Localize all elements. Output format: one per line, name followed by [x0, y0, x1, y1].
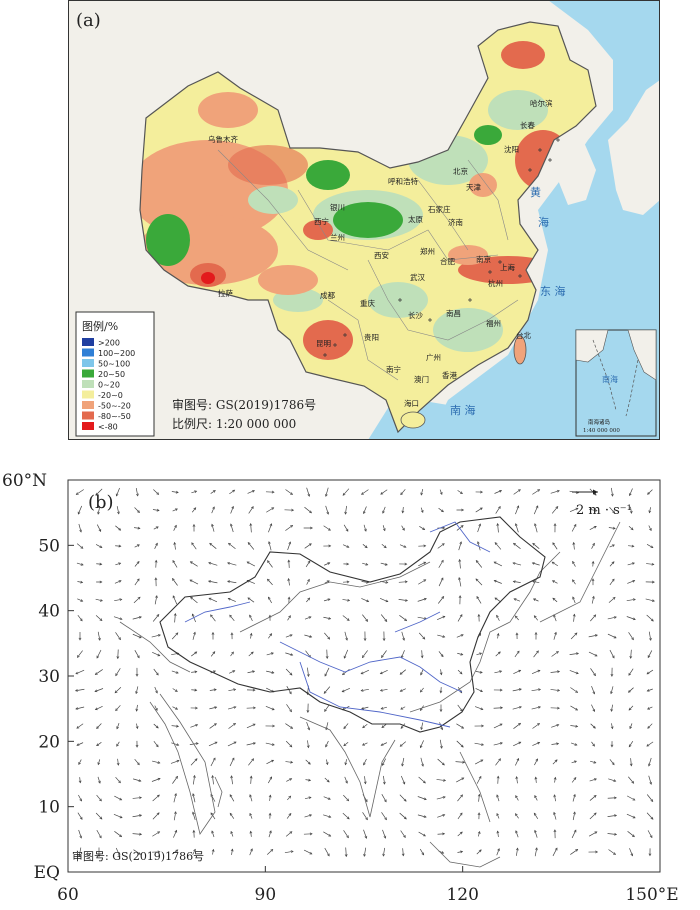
- legend-swatch: [82, 391, 94, 399]
- city-label: 南京: [476, 254, 491, 264]
- map-b-approval-number: 审图号: GS(2019)1786号: [72, 849, 204, 863]
- city-label: 杭州: [488, 278, 503, 288]
- legend-label: >200: [98, 339, 120, 348]
- city-label: 武汉: [410, 272, 425, 282]
- panel-a-label: (a): [76, 10, 101, 31]
- city-label: 银川: [330, 203, 345, 212]
- reference-vector-label: 2 m · s⁻¹: [576, 503, 632, 518]
- legend-label: -20~0: [98, 391, 123, 400]
- y-tick-label: 60°N: [2, 471, 47, 491]
- hainan: [401, 412, 425, 428]
- x-tick-label: 120: [446, 885, 478, 905]
- legend-swatch: [82, 422, 94, 430]
- city-label: 郑州: [420, 246, 435, 256]
- legend-label: 50~100: [98, 360, 130, 369]
- city-label: 南昌: [446, 308, 461, 318]
- inset-scale: 1:40 000 000: [583, 428, 620, 434]
- sea-label-south: 南 海: [450, 403, 476, 417]
- wind-vector-map: 2 m · s⁻¹ (b) 审图号: GS(2019)1786号 60°N 50 4…: [0, 462, 700, 906]
- inset-sea-label: 南海: [602, 374, 618, 384]
- legend-swatch: [82, 338, 94, 346]
- sea-label-yellow-1: 黄: [530, 185, 541, 199]
- legend-label: -50~-20: [98, 402, 131, 411]
- city-label: 哈尔滨: [530, 98, 553, 108]
- city-label: 呼和浩特: [388, 176, 418, 186]
- city-label: 天津: [466, 183, 481, 192]
- legend-label: -80~-50: [98, 412, 131, 421]
- sea-label-yellow-2: 海: [538, 215, 549, 229]
- panel-b-label: (b): [88, 492, 114, 513]
- city-label: 北京: [453, 166, 468, 176]
- city-label: 成都: [320, 290, 335, 300]
- legend-label: <-80: [98, 423, 118, 432]
- city-label: 重庆: [360, 298, 375, 308]
- legend-label: 100~200: [98, 349, 135, 358]
- city-label: 太原: [408, 214, 423, 224]
- x-tick-label: 60: [57, 885, 79, 905]
- city-label: 南宁: [386, 364, 401, 374]
- map-b-svg: 2 m · s⁻¹ (b) 审图号: GS(2019)1786号 60°N 50 4…: [0, 462, 700, 906]
- city-label: 贵阳: [364, 332, 379, 342]
- legend-swatch: [82, 412, 94, 420]
- city-label: 西安: [374, 250, 389, 260]
- city-label: 长春: [520, 120, 535, 130]
- legend-swatch: [82, 401, 94, 409]
- city-label: 福州: [486, 319, 501, 328]
- city-label: 乌鲁木齐: [208, 134, 238, 144]
- y-tick-label: 20: [38, 732, 60, 752]
- legend-swatch: [82, 349, 94, 357]
- inset-title: 南海诸岛: [588, 418, 611, 426]
- y-tick-label: EQ: [34, 863, 60, 883]
- city-label: 济南: [448, 217, 463, 227]
- x-tick-label: 150°E: [625, 885, 678, 905]
- city-label: 长沙: [408, 310, 423, 320]
- city-label: 拉萨: [218, 288, 233, 298]
- x-tick-label: 90: [255, 885, 277, 905]
- legend-label: 0~20: [98, 381, 120, 390]
- taiwan: [514, 336, 526, 364]
- y-tick-label: 50: [38, 536, 60, 556]
- legend-swatch: [82, 359, 94, 367]
- city-label: 上海: [500, 262, 515, 272]
- city-label: 广州: [426, 352, 441, 362]
- map-approval-number: 审图号: GS(2019)1786号: [172, 397, 316, 412]
- y-tick-label: 30: [38, 667, 60, 687]
- y-tick-label: 40: [38, 602, 60, 622]
- city-label: 西宁: [314, 216, 329, 226]
- city-label: 澳门: [414, 374, 429, 384]
- y-axis-ticks: 60°N 50 40 30 20 10 EQ: [2, 471, 74, 883]
- south-china-sea-inset: 南海 南海诸岛 1:40 000 000: [576, 330, 656, 436]
- legend-label: 20~50: [98, 370, 125, 379]
- sea-label-east: 东 海: [540, 284, 566, 298]
- city-label: 台北: [516, 330, 531, 340]
- legend-swatch: [82, 380, 94, 388]
- city-label: 兰州: [330, 232, 345, 242]
- legend-title: 图例/%: [82, 319, 118, 333]
- city-label: 合肥: [440, 256, 455, 266]
- map-a-svg: 黄 海 东 海 南 海 乌鲁木齐 哈尔滨 长春 沈阳 呼和浩特 北京 天津 银川…: [68, 0, 660, 440]
- map-scale: 比例尺: 1:20 000 000: [172, 417, 296, 431]
- y-tick-label: 10: [38, 798, 60, 818]
- precipitation-anomaly-map: 黄 海 东 海 南 海 乌鲁木齐 哈尔滨 长春 沈阳 呼和浩特 北京 天津 银川…: [68, 0, 660, 440]
- city-label: 石家庄: [428, 204, 451, 214]
- city-label: 沈阳: [504, 144, 519, 154]
- city-label: 海口: [404, 398, 419, 408]
- city-label: 昆明: [316, 339, 331, 348]
- city-label: 香港: [442, 370, 457, 380]
- legend-swatch: [82, 370, 94, 378]
